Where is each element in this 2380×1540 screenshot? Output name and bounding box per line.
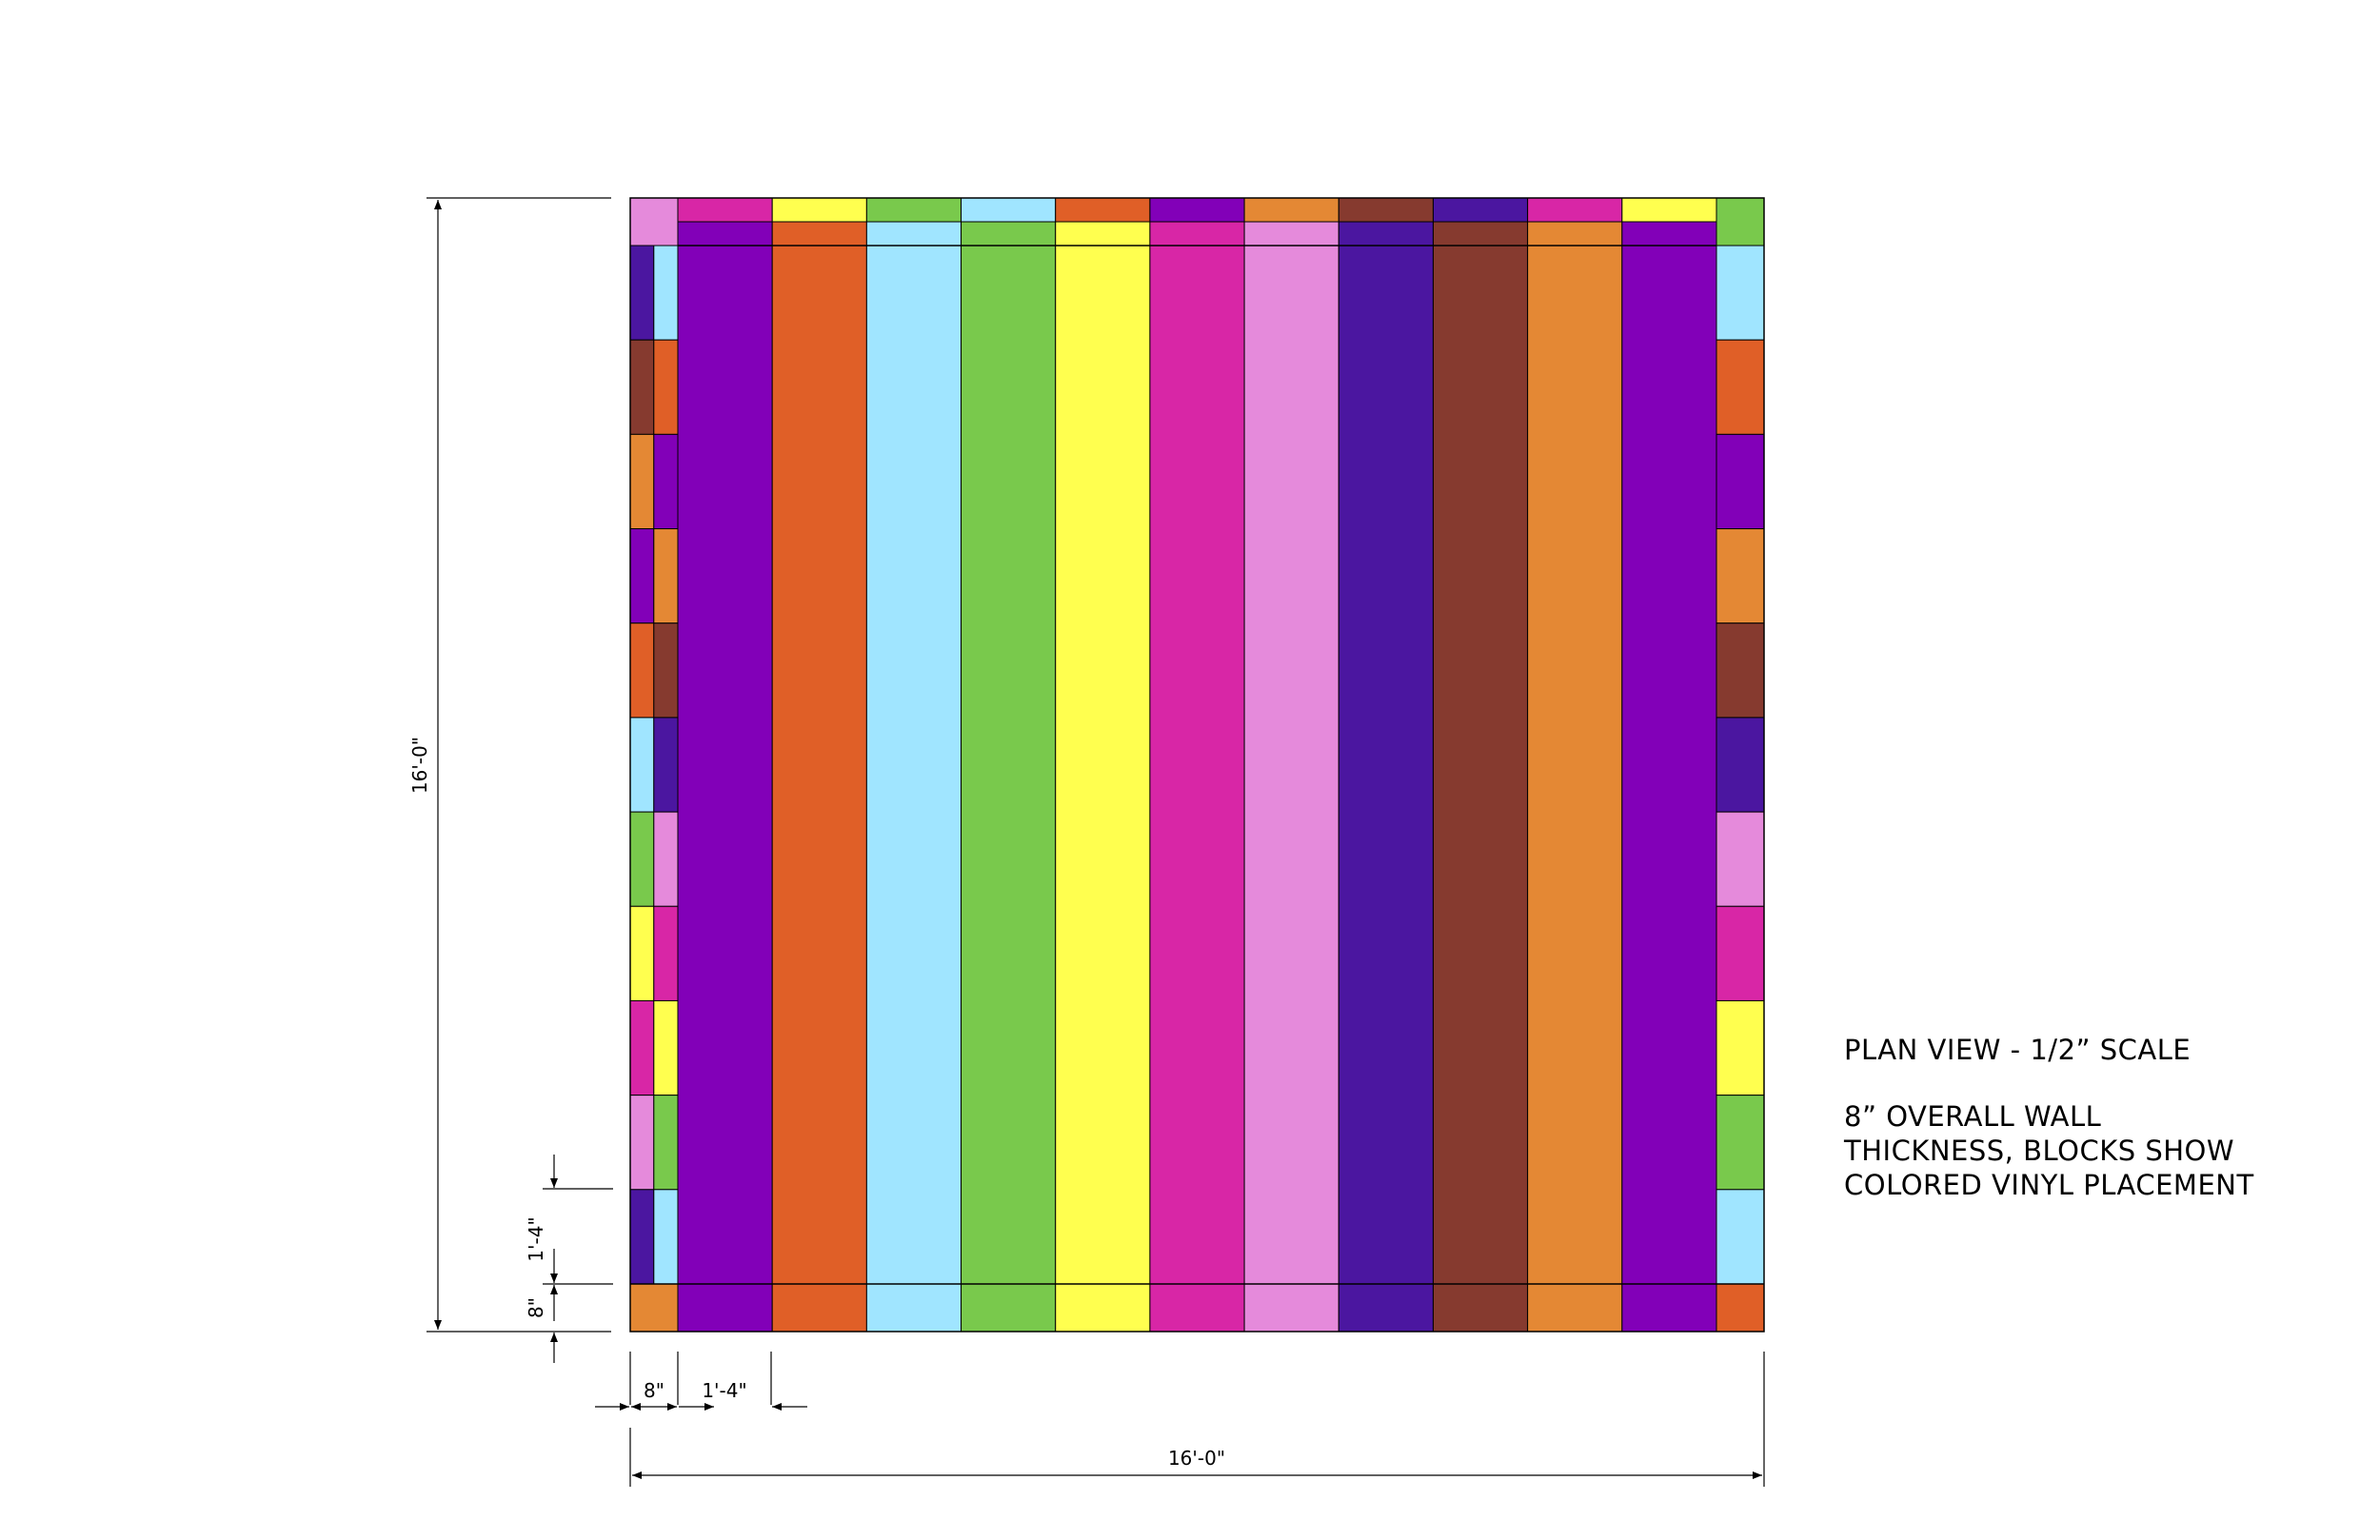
left-wall-outer-block: [629, 245, 655, 341]
notes-line-3: COLORED VINYL PLACEMENT: [1844, 1169, 2254, 1201]
top-cap-block: [771, 197, 867, 223]
floor-stripe: [1149, 221, 1245, 1333]
top-cap-block: [1055, 197, 1151, 223]
notes-title: PLAN VIEW - 1/2” SCALE: [1844, 1034, 2192, 1066]
right-wall-block: [1716, 811, 1765, 907]
left-wall-inner-block: [653, 1095, 679, 1191]
left-wall-inner-block: [653, 811, 679, 907]
top-cap-block: [865, 197, 962, 223]
left-wall-inner-block: [653, 339, 679, 435]
left-wall-inner-block: [653, 433, 679, 530]
left-wall-outer-block: [629, 811, 655, 907]
left-wall-outer-block: [629, 905, 655, 1001]
floor-stripe: [1621, 221, 1717, 1333]
left-wall-corner-bottom: [629, 1283, 679, 1333]
left-wall-outer-block: [629, 339, 655, 435]
left-wall-inner-block: [653, 1189, 679, 1285]
floor-outline: [629, 197, 1765, 1333]
left-wall-inner-block: [653, 245, 679, 341]
notes-line-1: 8” OVERALL WALL: [1844, 1100, 2102, 1133]
overall-width-label: 16'-0": [1168, 1447, 1225, 1470]
floor-stripe: [771, 221, 867, 1333]
right-wall-block: [1716, 622, 1765, 719]
right-wall-block: [1716, 245, 1765, 341]
floor-stripe: [1055, 221, 1151, 1333]
overall-height-label: 16'-0": [408, 737, 431, 794]
right-wall-block: [1716, 1095, 1765, 1191]
top-cap-block: [1243, 197, 1339, 223]
right-wall-corner-top: [1716, 197, 1765, 247]
right-wall-block: [1716, 433, 1765, 530]
right-wall-block: [1716, 905, 1765, 1001]
left-wall-outer-block: [629, 1095, 655, 1191]
top-cap-block: [1432, 197, 1529, 223]
right-wall-block: [1716, 717, 1765, 813]
outline: [629, 197, 1765, 1333]
wall-width-label: 8": [644, 1379, 664, 1402]
plan-notes: PLAN VIEW - 1/2” SCALE 8” OVERALL WALL T…: [1844, 1033, 2254, 1202]
left-wall-outer-block: [629, 528, 655, 624]
floor-stripe: [961, 221, 1057, 1333]
top-cap-block: [961, 197, 1057, 223]
left-wall-outer-block: [629, 999, 655, 1096]
left-wall-inner-block: [653, 905, 679, 1001]
top-cap-block: [677, 197, 773, 223]
floor-stripe: [1527, 221, 1623, 1333]
floor-stripe: [1243, 221, 1339, 1333]
floor-stripes: [677, 197, 1717, 1333]
left-wall-outer-block: [629, 622, 655, 719]
block-height-label: 1'-4": [525, 1216, 547, 1261]
wall-thickness-label: 8": [525, 1297, 547, 1318]
right-wall-block: [1716, 1189, 1765, 1285]
left-wall-outer-block: [629, 433, 655, 530]
left-wall-corner-top: [629, 197, 679, 247]
floor-stripe: [677, 221, 773, 1333]
floor-stripe: [1338, 221, 1434, 1333]
left-wall-outer-block: [629, 717, 655, 813]
right-wall-block: [1716, 528, 1765, 624]
left-wall-outer-block: [629, 1189, 655, 1285]
right-wall-block: [1716, 999, 1765, 1096]
left-wall-inner-block: [653, 622, 679, 719]
notes-line-2: THICKNESS, BLOCKS SHOW: [1844, 1135, 2235, 1167]
top-cap-block: [1149, 197, 1245, 223]
left-wall-inner-block: [653, 717, 679, 813]
floor-stripe: [865, 221, 962, 1333]
top-cap-block: [1527, 197, 1623, 223]
top-cap-block: [1621, 197, 1717, 223]
block-width-label: 1'-4": [702, 1379, 746, 1402]
top-cap-block: [1338, 197, 1434, 223]
dimension-lines: [426, 197, 1765, 1487]
right-wall-corner-bottom: [1716, 1283, 1765, 1333]
right-wall-block: [1716, 339, 1765, 435]
left-wall-inner-block: [653, 528, 679, 624]
left-wall-inner-block: [653, 999, 679, 1096]
floor-stripe: [1432, 221, 1529, 1333]
